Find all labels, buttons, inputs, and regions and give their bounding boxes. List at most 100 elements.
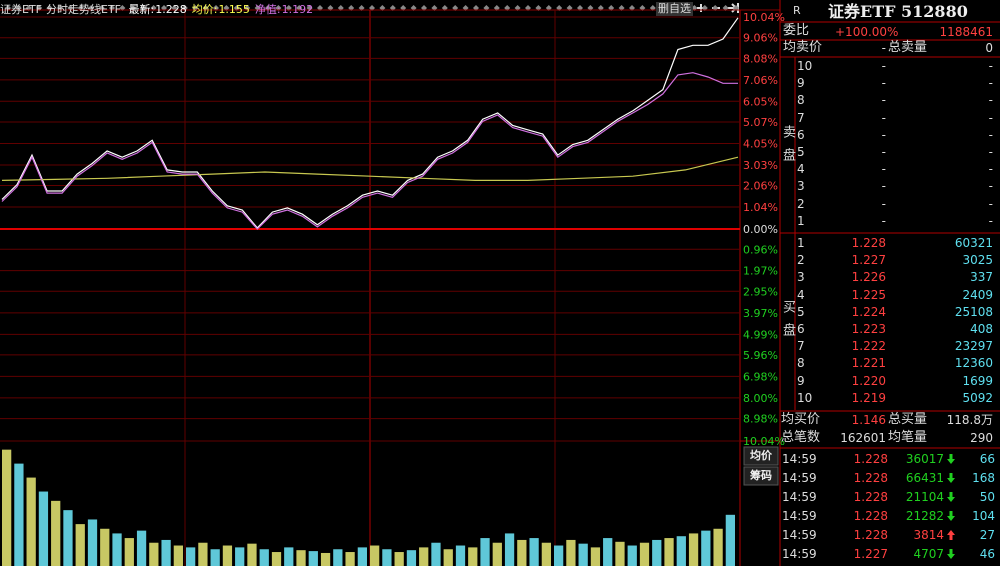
level: 2 [797, 253, 805, 268]
volume-bar [38, 491, 49, 566]
tab[interactable]: 筹码 [750, 469, 772, 482]
y-tick-label: 4.05% [743, 137, 778, 150]
level-volume: - [988, 196, 993, 211]
trade-time: 14:59 [782, 490, 817, 504]
stat-value: 162601 [840, 431, 886, 445]
delete-watchlist-button[interactable]: 删自选 [656, 2, 693, 16]
trade-time: 14:59 [782, 547, 817, 561]
legend-value: 1.228 [155, 3, 187, 16]
y-tick-label: 7.06% [743, 74, 778, 87]
level-price: 1.221 [851, 356, 886, 371]
trade-price: 1.228 [853, 452, 888, 466]
y-tick-label: 2.06% [743, 180, 778, 193]
volume-bar [406, 550, 417, 566]
trade-price: 1.228 [853, 490, 888, 504]
level-price: - [881, 162, 886, 177]
level-volume: 60321 [954, 236, 993, 250]
level-volume: - [988, 93, 993, 108]
trade-volume: 36017 [905, 452, 944, 466]
y-tick-label: 3.97% [743, 307, 778, 320]
trade-direction-arrow [947, 473, 955, 483]
level-volume: - [988, 162, 993, 177]
level-price: - [881, 76, 886, 91]
level-volume: - [988, 110, 993, 125]
y-tick-label: 1.97% [743, 265, 778, 278]
y-tick-label: 9.06% [743, 32, 778, 45]
y-tick-label: 8.98% [743, 413, 778, 426]
level: 8 [797, 93, 805, 108]
volume-bar [198, 542, 208, 566]
buy-side-label: 买盘 [780, 300, 795, 346]
volume-bar [554, 545, 564, 566]
volume-bar [603, 538, 613, 566]
legend-value: 1.155 [218, 3, 250, 16]
level-volume: - [988, 145, 993, 159]
volume-bar [419, 547, 429, 566]
volume-bar [517, 539, 527, 566]
trade-time: 14:59 [782, 471, 817, 485]
level-price: 1.228 [851, 236, 886, 250]
level-volume: 3025 [962, 253, 993, 268]
volume-bar [210, 549, 220, 566]
level-price: - [881, 179, 886, 194]
volume-bar [713, 528, 723, 566]
tab-bg [743, 446, 779, 466]
volume-bar [124, 538, 134, 566]
flag: R [793, 4, 801, 17]
trade-count: 27 [979, 528, 995, 542]
volume-bar [701, 530, 711, 566]
trade-price: 1.228 [853, 509, 888, 523]
total-sell-label: 总卖量 [888, 40, 928, 55]
volume-bar [443, 549, 453, 566]
trade-count: 66 [979, 452, 995, 466]
level-price: 1.220 [851, 373, 886, 388]
volume-bar [394, 552, 404, 566]
volume-bar [357, 547, 367, 566]
volume-bar [161, 539, 171, 566]
tab[interactable]: 均价 [750, 449, 772, 462]
volume-bar [308, 551, 318, 566]
trade-direction-arrow [947, 454, 955, 464]
y-tick-label: 5.96% [743, 349, 778, 362]
y-tick-label: 0.00% [743, 223, 778, 236]
level-price: - [881, 127, 886, 142]
level-price: - [881, 213, 886, 228]
trade-count: 104 [972, 509, 995, 523]
volume-bar [590, 547, 601, 566]
trade-direction-arrow [947, 492, 955, 502]
volume-bar [235, 547, 245, 566]
level-price: - [881, 59, 886, 73]
volume-bar [627, 545, 637, 566]
level: 3 [797, 179, 805, 194]
level-volume: 5092 [962, 390, 993, 405]
volume-bar [652, 539, 662, 566]
volume-bar [51, 500, 61, 566]
level: 6 [797, 127, 805, 142]
trade-count: 50 [979, 490, 995, 504]
volume-bar [222, 545, 233, 566]
volume-bar [26, 477, 36, 566]
volume-bar [480, 538, 490, 566]
y-tick-label: 10.04% [743, 11, 785, 24]
volume-bar [100, 528, 110, 566]
level-volume: 2409 [962, 287, 993, 302]
volume-bar [345, 552, 355, 566]
level: 9 [797, 76, 805, 91]
level-price: 1.227 [851, 253, 886, 268]
level-price: 1.219 [851, 390, 886, 405]
trade-volume: 66431 [905, 471, 944, 485]
level-volume: - [988, 213, 993, 228]
avg-sell-label: 均卖价 [783, 40, 823, 55]
level-price: - [881, 145, 886, 159]
level-price: - [881, 93, 886, 108]
trade-time: 14:59 [782, 452, 817, 466]
ratio: +100.00% [835, 25, 899, 39]
chart-name: 分时走势线ETF [46, 3, 121, 16]
y-tick-label: 10.04% [743, 435, 785, 448]
y-tick-label: 0.96% [743, 243, 778, 256]
volume-bar [504, 533, 515, 566]
volume-bar [382, 549, 392, 566]
volume-bar [333, 549, 343, 566]
volume-bar [87, 519, 98, 566]
level: 4 [797, 162, 805, 177]
